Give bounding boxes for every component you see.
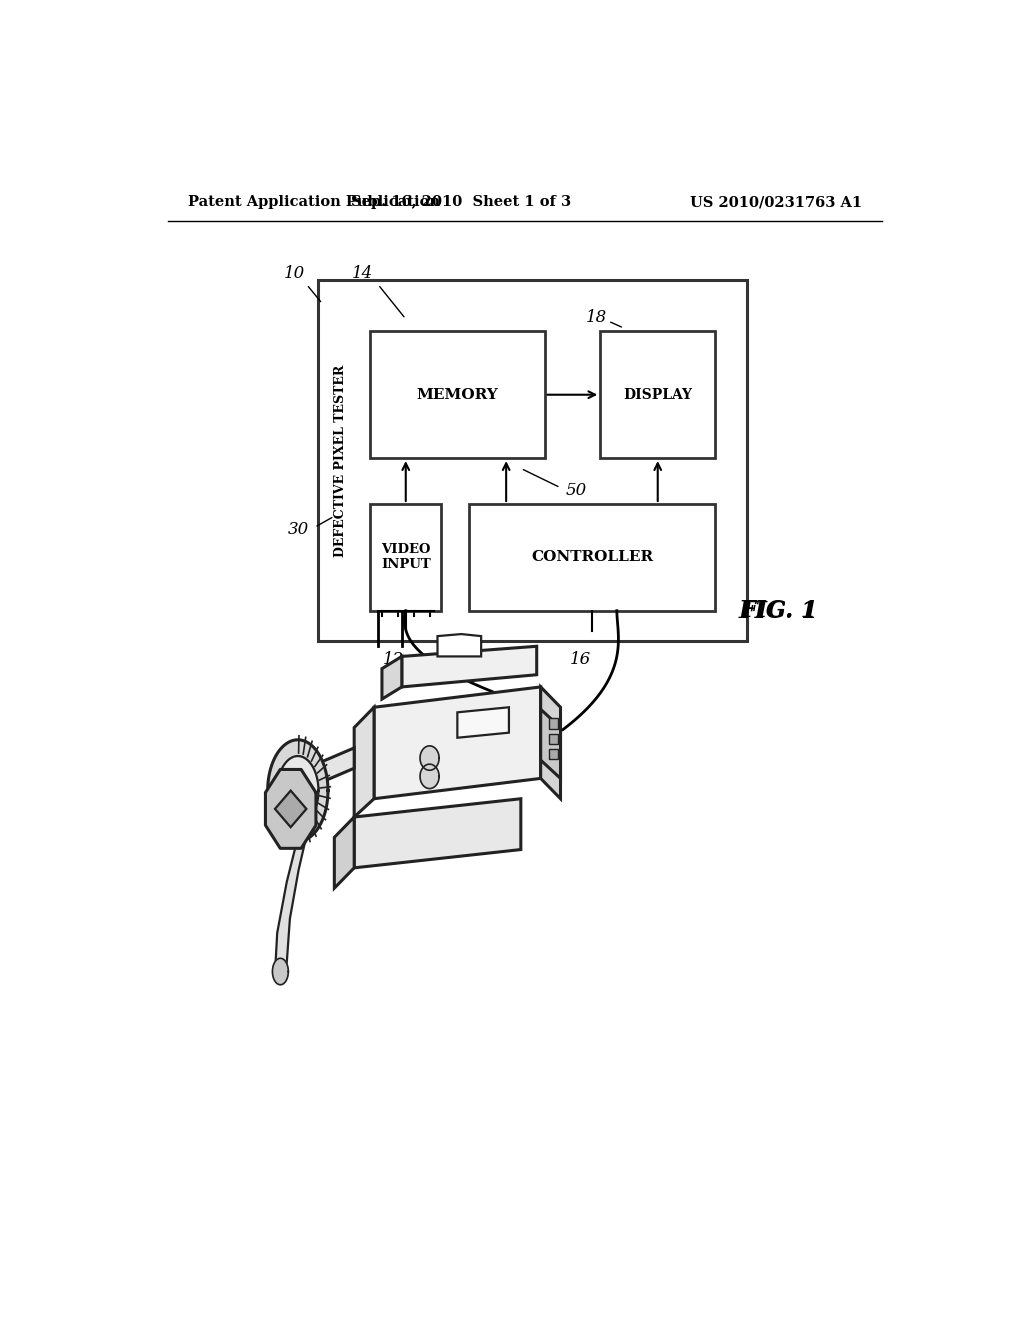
Polygon shape [306,763,318,793]
Bar [318,280,748,642]
Bar [549,734,558,744]
Bar [549,748,558,759]
Polygon shape [274,805,322,977]
Polygon shape [318,748,354,784]
Polygon shape [267,739,328,841]
Text: Sep. 16, 2010  Sheet 1 of 3: Sep. 16, 2010 Sheet 1 of 3 [351,195,571,209]
Text: 16: 16 [569,651,591,668]
Polygon shape [278,756,318,825]
Text: 14: 14 [351,265,373,281]
Polygon shape [420,746,439,771]
Bar [600,331,715,458]
Text: FIG. 1: FIG. 1 [741,599,816,622]
Polygon shape [541,686,560,799]
Bar [549,718,558,729]
Text: Patent Application Publication: Patent Application Publication [187,195,439,209]
Polygon shape [401,647,537,686]
Polygon shape [334,817,354,888]
Polygon shape [420,764,439,788]
Text: MEMORY: MEMORY [417,388,499,401]
Polygon shape [275,791,306,828]
Polygon shape [458,708,509,738]
Text: 10: 10 [284,265,305,281]
Text: 18: 18 [586,309,607,326]
Text: CONTROLLER: CONTROLLER [531,550,653,565]
Bar [370,331,545,458]
Text: 30: 30 [288,521,309,537]
Polygon shape [265,770,316,849]
Polygon shape [272,958,289,985]
Text: 50: 50 [565,482,587,499]
Bar [469,504,715,611]
Bar [370,504,441,611]
Polygon shape [354,708,374,817]
Text: VIDEO
INPUT: VIDEO INPUT [381,544,431,572]
Text: DISPLAY: DISPLAY [624,388,692,401]
Polygon shape [541,709,560,779]
Polygon shape [437,634,481,656]
Polygon shape [382,656,401,700]
Polygon shape [374,686,541,799]
Polygon shape [354,799,521,867]
Text: FIG. 1: FIG. 1 [738,599,819,623]
Text: DEFECTIVE PIXEL TESTER: DEFECTIVE PIXEL TESTER [334,364,347,557]
Text: 12: 12 [383,651,404,668]
Text: US 2010/0231763 A1: US 2010/0231763 A1 [690,195,862,209]
